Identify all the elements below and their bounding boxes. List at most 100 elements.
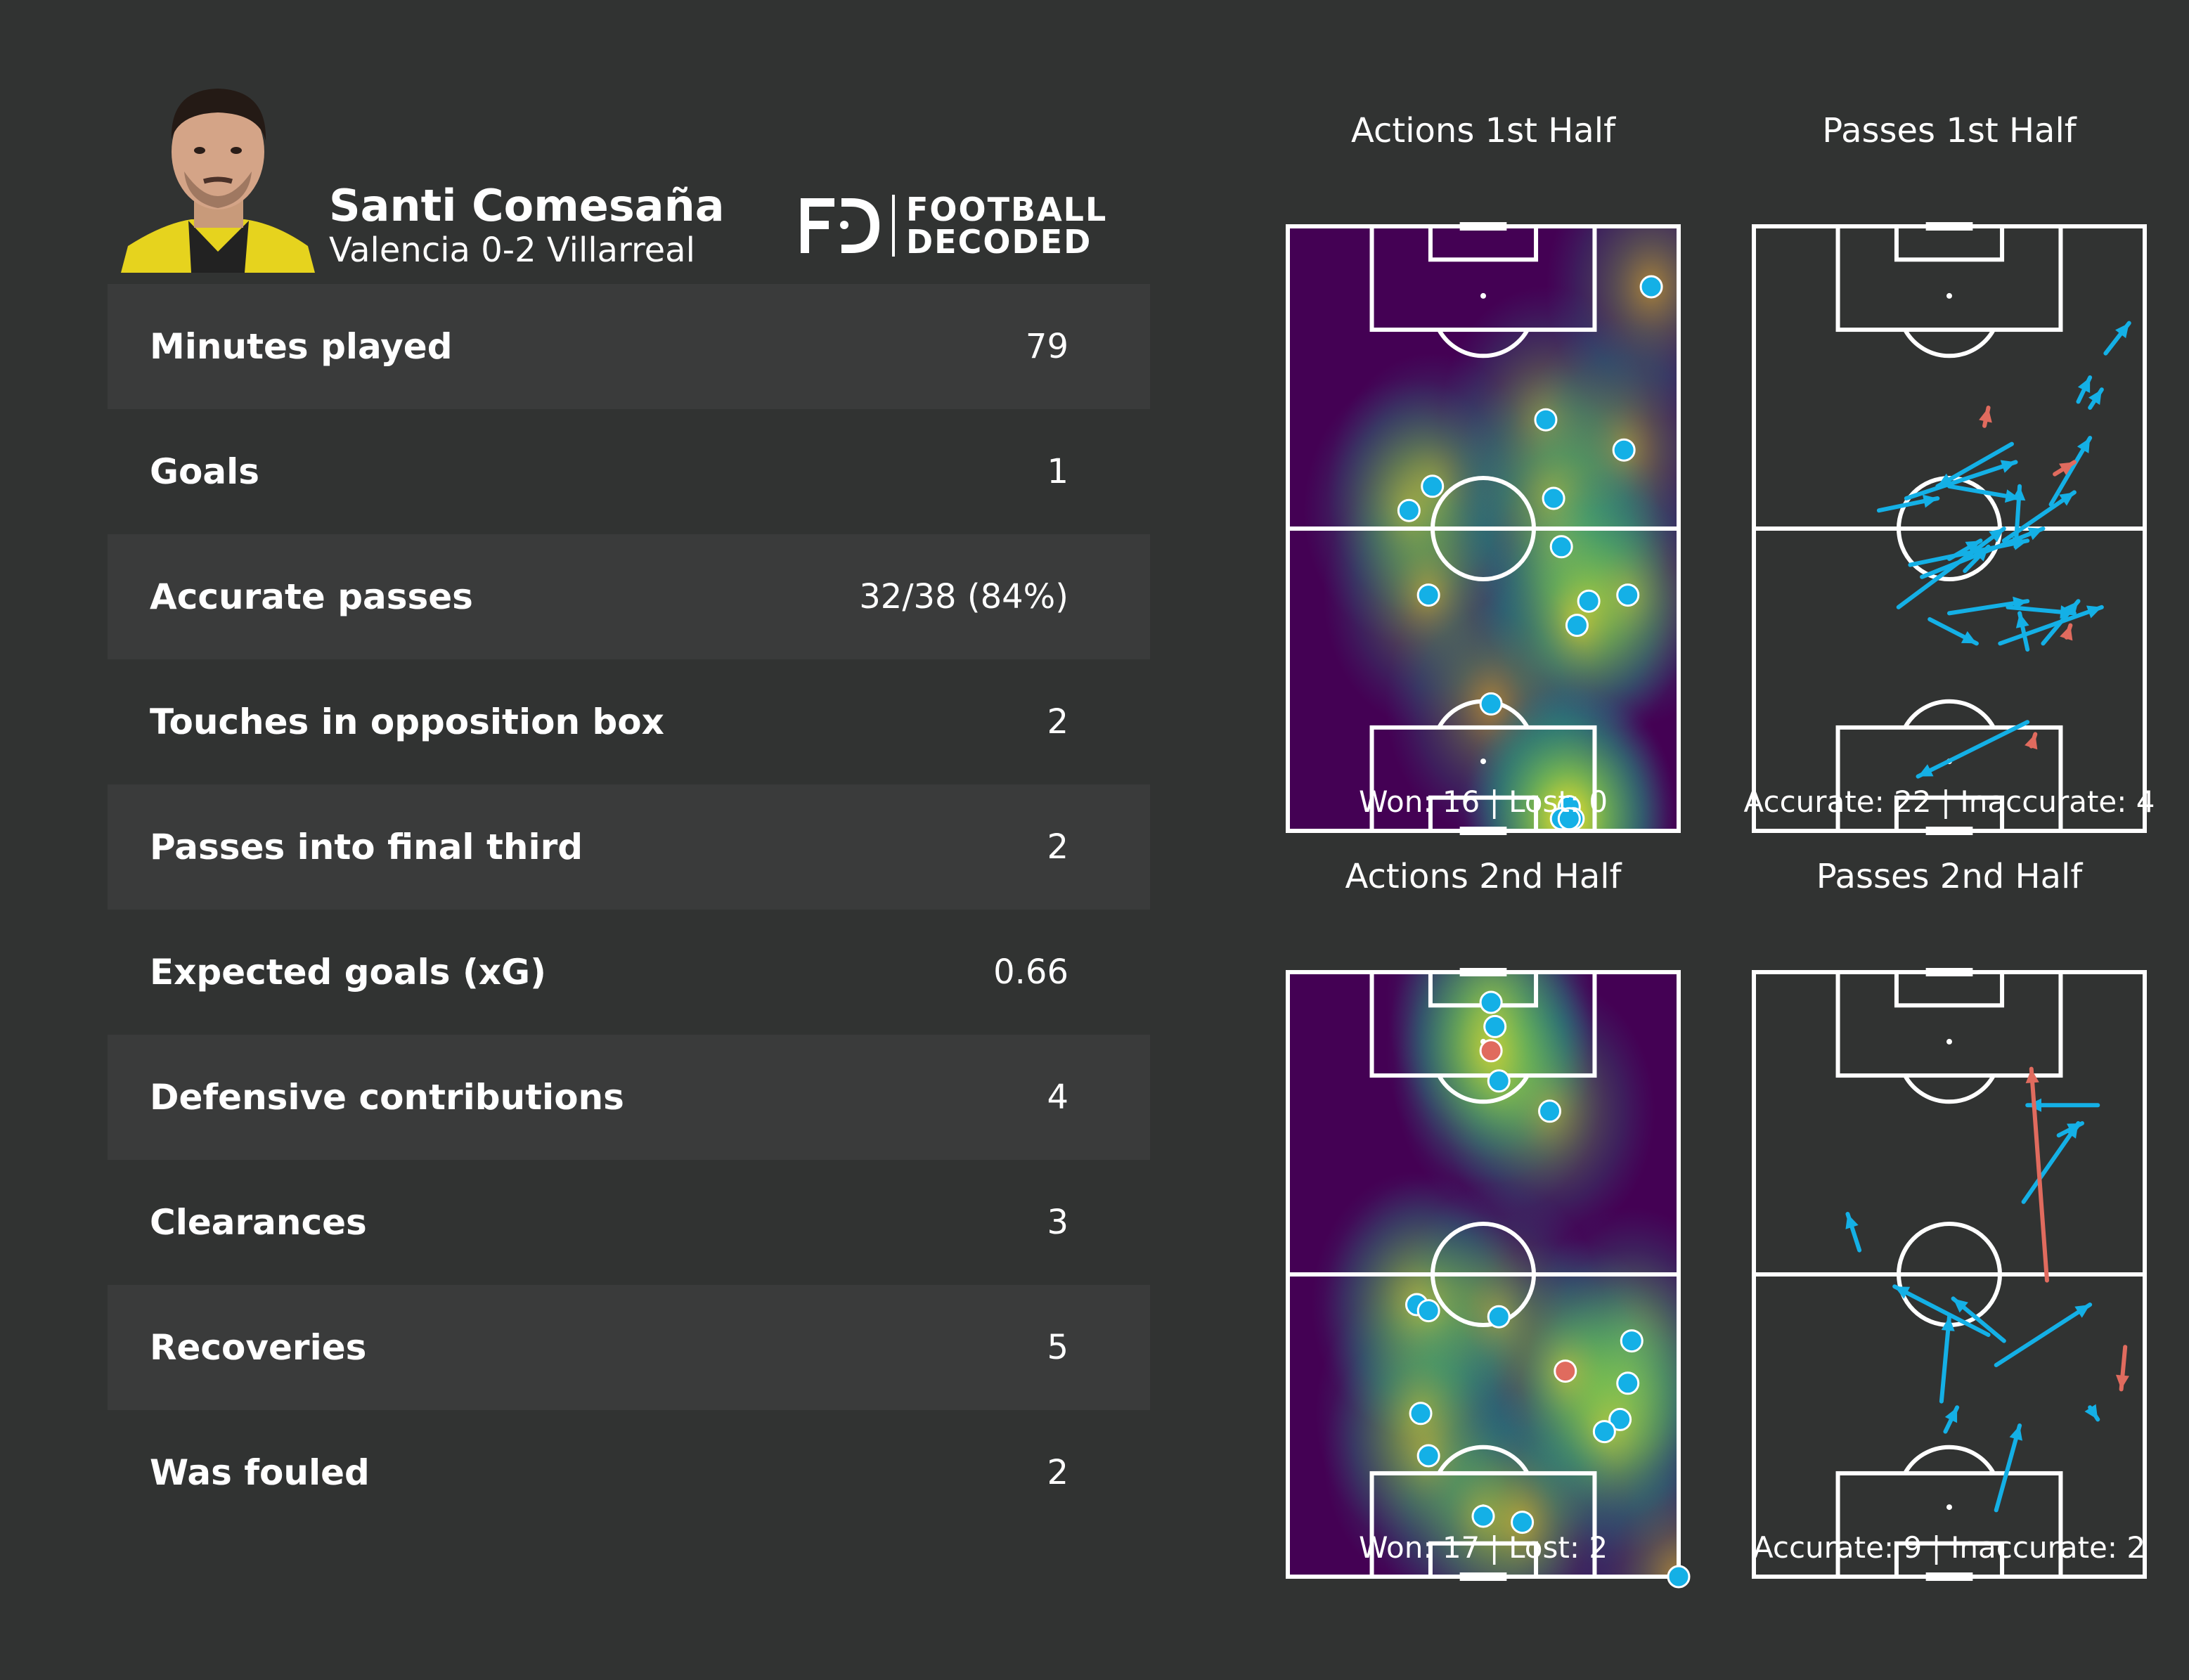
pass-line bbox=[1939, 1314, 1951, 1404]
pass-arrowhead bbox=[2077, 438, 2091, 453]
action-won-point bbox=[1667, 1565, 1691, 1589]
pass-line bbox=[1896, 526, 2006, 609]
panel-subtitle: Won: 17 | Lost: 2 bbox=[1358, 1530, 1608, 1565]
pass-accurate bbox=[1943, 1405, 1960, 1434]
player-portrait-icon bbox=[121, 89, 315, 273]
action-won-point bbox=[1479, 990, 1503, 1014]
pass-accurate bbox=[1939, 1314, 1955, 1404]
action-won-point bbox=[1511, 1511, 1535, 1534]
penalty-box-top bbox=[1835, 224, 2063, 332]
pass-arrowhead bbox=[2025, 1068, 2039, 1084]
pass-arrowhead bbox=[2000, 460, 2016, 473]
pass-arrowhead bbox=[2086, 605, 2102, 619]
pass-line bbox=[1916, 720, 2030, 779]
pass-accurate bbox=[2084, 1404, 2100, 1422]
pass-arrowhead bbox=[2115, 1374, 2129, 1390]
center-circle bbox=[1431, 476, 1536, 581]
stat-label: Defensive contributions bbox=[150, 1077, 624, 1118]
pass-arrowhead bbox=[1941, 1317, 1955, 1331]
pass-accurate bbox=[2021, 1121, 2081, 1204]
pass-accurate bbox=[2088, 387, 2104, 410]
action-won-point bbox=[1538, 1099, 1562, 1123]
pass-accurate bbox=[1947, 484, 2022, 503]
action-won-point bbox=[1608, 1407, 1632, 1431]
pass-accurate bbox=[2103, 321, 2131, 356]
pass-line bbox=[1994, 1423, 2022, 1513]
stat-label: Passes into final third bbox=[150, 827, 583, 867]
pass-line bbox=[1935, 441, 2014, 489]
pass-arrowhead bbox=[1918, 764, 1934, 777]
stat-row: Accurate passes 32/38 (84%) bbox=[108, 534, 1150, 659]
stat-value: 79 bbox=[1025, 327, 1068, 366]
football-decoded-logo-icon bbox=[801, 198, 879, 253]
stat-row: Was fouled 2 bbox=[108, 1410, 1150, 1535]
stat-value: 5 bbox=[1047, 1328, 1068, 1367]
pass-arrowhead bbox=[2077, 377, 2091, 393]
pass-arrowhead bbox=[2060, 625, 2073, 641]
pass-arrowhead bbox=[1953, 1298, 1968, 1313]
panel-title: Actions 2nd Half bbox=[1345, 857, 1622, 896]
pass-arrowhead bbox=[2115, 323, 2129, 339]
action-won-point bbox=[1616, 1371, 1640, 1395]
pass-accurate bbox=[2015, 611, 2030, 652]
penalty-box-top bbox=[1835, 970, 2063, 1078]
pass-accurate bbox=[1951, 1296, 2006, 1343]
pass-accurate bbox=[2025, 1098, 2100, 1112]
action-won-point bbox=[1479, 692, 1503, 716]
action-won-point bbox=[1612, 438, 1636, 462]
penalty-arc-top bbox=[1903, 328, 1996, 358]
penalty-arc-top bbox=[1903, 1074, 1996, 1104]
action-won-point bbox=[1565, 614, 1589, 638]
pass-line bbox=[1892, 1284, 1991, 1337]
stat-label: Touches in opposition box bbox=[150, 702, 664, 742]
pass-accurate bbox=[2048, 436, 2093, 507]
action-won-point bbox=[1616, 583, 1640, 607]
pass-accurate bbox=[1998, 605, 2104, 646]
pass-inaccurate bbox=[1979, 406, 1992, 428]
pass-line bbox=[2021, 1121, 2081, 1204]
penalty-spot-top bbox=[1480, 292, 1486, 299]
pass-accurate bbox=[2076, 375, 2093, 404]
six-yard-box-top bbox=[1894, 970, 2005, 1008]
action-lost-point bbox=[1554, 1359, 1577, 1383]
pass-arrowhead bbox=[2015, 613, 2029, 628]
action-lost-point bbox=[1479, 1039, 1503, 1063]
stat-row: Expected goals (xG) 0.66 bbox=[108, 910, 1150, 1035]
panel-subtitle: Won: 16 | Lost: 0 bbox=[1358, 784, 1608, 819]
pass-line bbox=[2001, 490, 2077, 543]
pass-accurate bbox=[1947, 596, 2030, 616]
pass-arrowhead bbox=[2088, 389, 2102, 406]
stat-label: Minutes played bbox=[150, 326, 453, 367]
stat-label: Recoveries bbox=[150, 1327, 367, 1368]
stat-value: 32/38 (84%) bbox=[859, 577, 1068, 616]
action-won-point bbox=[1409, 1402, 1433, 1426]
penalty-arc-top bbox=[1437, 1074, 1530, 1104]
stat-label: Goals bbox=[150, 451, 260, 492]
stat-row: Recoveries 5 bbox=[108, 1285, 1150, 1410]
action-won-point bbox=[1577, 589, 1601, 613]
pass-line bbox=[1998, 605, 2104, 646]
panel-subtitle: Accurate: 22 | Inaccurate: 4 bbox=[1743, 784, 2155, 819]
pitch-lines bbox=[1752, 222, 2147, 835]
pass-arrowhead bbox=[1961, 631, 1977, 644]
pass-inaccurate bbox=[2025, 732, 2038, 750]
pass-arrowhead bbox=[2074, 1305, 2091, 1318]
action-won-point bbox=[1416, 583, 1440, 607]
pitch-passes-1st-half bbox=[1731, 166, 2167, 835]
stat-label: Expected goals (xG) bbox=[150, 952, 546, 993]
action-won-point bbox=[1483, 1014, 1507, 1038]
pass-arrowhead bbox=[2059, 492, 2074, 506]
center-circle bbox=[1431, 1222, 1536, 1327]
penalty-arc-top bbox=[1437, 328, 1530, 358]
stat-row: Touches in opposition box 2 bbox=[108, 659, 1150, 784]
stat-row: Goals 1 bbox=[108, 409, 1150, 534]
action-won-point bbox=[1487, 1305, 1511, 1329]
stat-value: 2 bbox=[1047, 1453, 1068, 1492]
panel-title: Passes 2nd Half bbox=[1816, 857, 2083, 896]
pass-arrowhead bbox=[1894, 1286, 1911, 1299]
brand-logo: FOOTBALL DECODED bbox=[798, 193, 1107, 258]
pass-accurate bbox=[2012, 484, 2026, 549]
action-won-point bbox=[1592, 1420, 1616, 1444]
stat-row: Passes into final third 2 bbox=[108, 784, 1150, 910]
action-won-point bbox=[1557, 807, 1581, 831]
